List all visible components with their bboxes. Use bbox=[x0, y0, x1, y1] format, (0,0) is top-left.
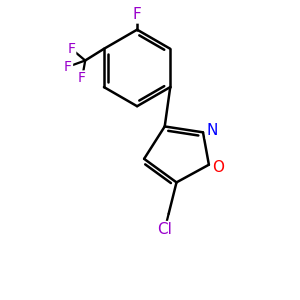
Text: Cl: Cl bbox=[157, 222, 172, 237]
Text: F: F bbox=[78, 71, 86, 85]
Text: N: N bbox=[207, 123, 218, 138]
Text: F: F bbox=[64, 60, 72, 74]
Text: O: O bbox=[212, 160, 224, 175]
Text: F: F bbox=[67, 42, 75, 56]
Text: F: F bbox=[133, 8, 142, 22]
